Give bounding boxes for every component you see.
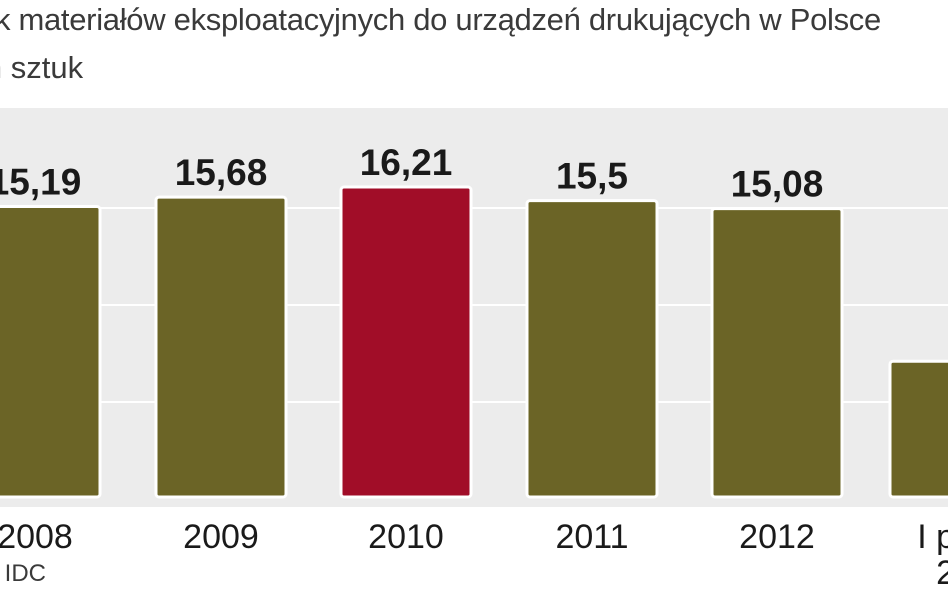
- bar: [525, 199, 659, 499]
- source-note: o: IDC: [0, 560, 47, 587]
- x-tick-label: 2012: [739, 518, 815, 556]
- bar: [154, 195, 288, 499]
- chart-title: ek materiałów eksploatacyjnych do urządz…: [0, 2, 881, 37]
- data-label: 16,21: [360, 142, 453, 183]
- data-label: 15,68: [175, 152, 268, 193]
- x-tick-label: 2008: [0, 518, 73, 556]
- bar: [339, 185, 473, 499]
- bar: [710, 207, 844, 499]
- data-label: 15,5: [556, 156, 628, 197]
- x-tick-label: I półr: [917, 518, 948, 556]
- chart-subtitle: ln sztuk: [0, 50, 84, 85]
- data-label: 15,08: [731, 164, 824, 205]
- x-tick-label: 2011: [555, 518, 628, 556]
- x-tick-label: 20: [936, 554, 948, 592]
- x-tick-label: 2010: [368, 518, 444, 556]
- data-label: 15,19: [0, 162, 81, 203]
- x-tick-label: 2009: [183, 518, 259, 556]
- bar: [0, 205, 102, 499]
- bar: [888, 359, 948, 499]
